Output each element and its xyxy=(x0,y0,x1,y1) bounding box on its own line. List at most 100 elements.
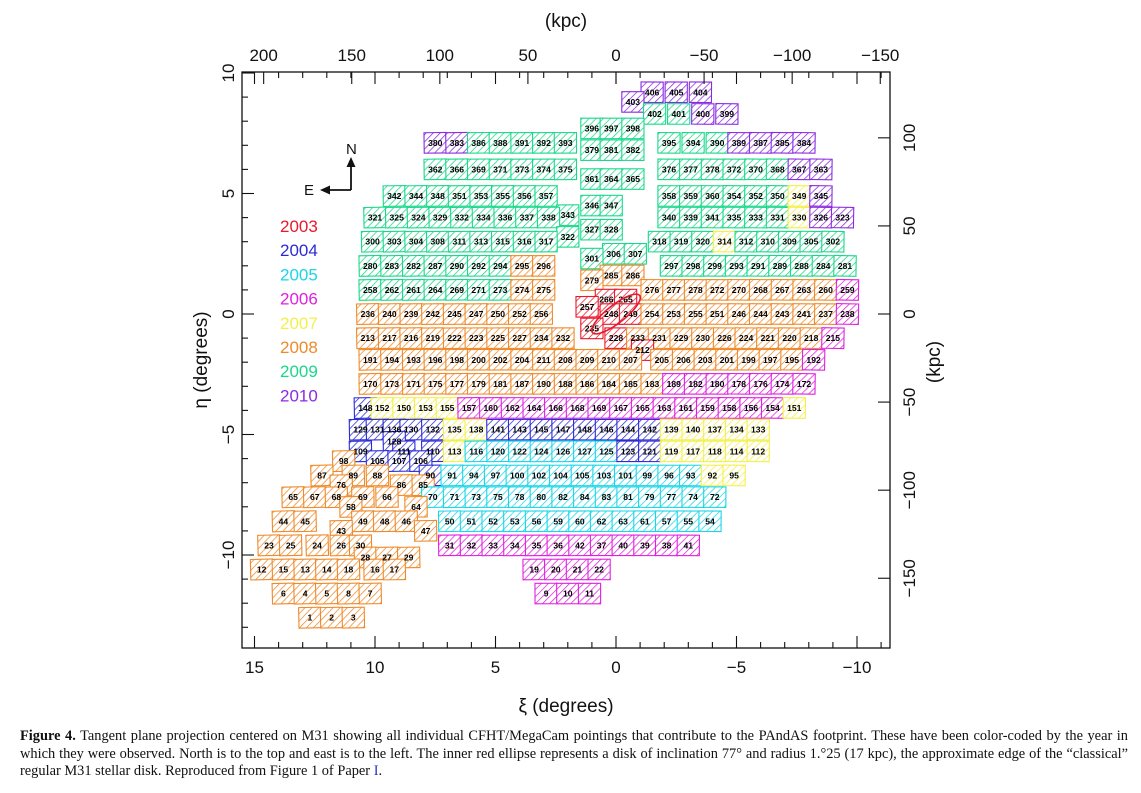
pointing-label-335: 335 xyxy=(727,213,742,223)
y-right-tick-label: −150 xyxy=(900,559,919,597)
pointing-tile-11 xyxy=(577,582,602,605)
pointing-label-11: 11 xyxy=(585,589,594,599)
pointing-label-17: 17 xyxy=(390,565,400,575)
pointing-label-223: 223 xyxy=(469,333,484,343)
pointing-label-67: 67 xyxy=(310,492,320,502)
pointing-label-386: 386 xyxy=(471,138,486,148)
pointing-label-99: 99 xyxy=(643,471,653,481)
m31-disk-ellipse xyxy=(590,293,642,335)
pointing-label-237: 237 xyxy=(819,309,834,319)
pointing-label-212: 212 xyxy=(635,345,650,355)
pointing-label-16: 16 xyxy=(370,565,380,575)
pointing-label-109: 109 xyxy=(353,446,368,456)
pointing-label-265: 265 xyxy=(618,295,633,305)
pointing-label-220: 220 xyxy=(782,333,797,343)
pointing-label-229: 229 xyxy=(674,333,689,343)
pointing-label-367: 367 xyxy=(792,164,807,174)
pointing-label-40: 40 xyxy=(618,540,628,550)
pointing-label-283: 283 xyxy=(385,261,400,271)
y-right-tick-label: −100 xyxy=(900,471,919,509)
compass-north-label: N xyxy=(346,141,357,158)
pointing-tile-363 xyxy=(809,158,833,181)
pointing-label-246: 246 xyxy=(732,309,747,319)
pointing-label-259: 259 xyxy=(840,285,855,295)
pointing-label-178: 178 xyxy=(732,379,747,389)
pointing-label-384: 384 xyxy=(797,138,812,148)
y-right-tick-label: 50 xyxy=(900,216,919,235)
pointing-label-57: 57 xyxy=(662,516,672,526)
figure-caption: Figure 4. Tangent plane projection cente… xyxy=(20,728,1128,781)
pointing-tile-338 xyxy=(536,206,561,229)
pointing-label-263: 263 xyxy=(797,285,812,295)
pointing-tile-112 xyxy=(746,440,770,463)
pointing-tile-345 xyxy=(809,184,833,207)
pointing-label-278: 278 xyxy=(688,285,703,295)
pointing-label-222: 222 xyxy=(447,333,462,343)
pointing-label-309: 309 xyxy=(782,237,797,247)
caption-label: Figure 4. xyxy=(20,728,76,744)
pointing-label-180: 180 xyxy=(710,379,725,389)
pointing-label-14: 14 xyxy=(322,565,332,575)
pointing-label-310: 310 xyxy=(761,237,776,247)
pointing-label-366: 366 xyxy=(450,164,465,174)
pointing-label-209: 209 xyxy=(580,355,595,365)
pointing-label-393: 393 xyxy=(558,138,573,148)
pointing-label-63: 63 xyxy=(618,516,628,526)
pointing-tile-328 xyxy=(599,218,623,241)
pointing-label-70: 70 xyxy=(428,492,438,502)
pointing-label-4: 4 xyxy=(303,589,308,599)
pointing-label-132: 132 xyxy=(426,425,441,435)
pointing-label-370: 370 xyxy=(749,164,764,174)
pointing-label-45: 45 xyxy=(300,516,310,526)
pointing-label-166: 166 xyxy=(549,403,564,413)
pointing-label-72: 72 xyxy=(710,492,720,502)
pointing-label-156: 156 xyxy=(744,403,759,413)
pointing-label-288: 288 xyxy=(794,261,809,271)
x-top-axis-label: (kpc) xyxy=(545,11,587,32)
pointing-label-355: 355 xyxy=(496,191,511,201)
pointing-label-230: 230 xyxy=(696,333,711,343)
pointing-tile-41 xyxy=(676,534,701,557)
pointing-label-90: 90 xyxy=(426,471,436,481)
pointing-label-207: 207 xyxy=(623,355,638,365)
pointing-label-47: 47 xyxy=(421,526,431,536)
pointing-label-23: 23 xyxy=(264,540,274,550)
pointing-label-131: 131 xyxy=(370,425,385,435)
pointing-label-316: 316 xyxy=(517,237,532,247)
legend-year-2005: 2005 xyxy=(280,265,318,284)
pointing-label-69: 69 xyxy=(358,492,368,502)
pointing-label-2: 2 xyxy=(329,613,334,623)
pointing-tile-403 xyxy=(621,91,645,113)
pointing-label-60: 60 xyxy=(575,516,585,526)
pointing-label-24: 24 xyxy=(312,540,322,550)
pointing-label-399: 399 xyxy=(720,109,735,119)
pointing-label-105: 105 xyxy=(575,471,590,481)
pointing-label-91: 91 xyxy=(447,471,457,481)
pointing-tile-347 xyxy=(599,194,623,217)
pointing-label-118: 118 xyxy=(708,446,722,456)
pointing-tile-307 xyxy=(623,242,647,265)
pointing-label-239: 239 xyxy=(404,309,419,319)
pointing-label-377: 377 xyxy=(684,164,699,174)
pointing-label-182: 182 xyxy=(688,379,703,389)
pointing-label-275: 275 xyxy=(537,285,552,295)
pointing-label-382: 382 xyxy=(626,145,641,155)
pointing-tile-404 xyxy=(688,81,713,104)
y-right-axis-label: (kpc) xyxy=(924,341,945,383)
legend-year-2009: 2009 xyxy=(280,362,318,381)
pointing-label-380: 380 xyxy=(428,138,443,148)
pointing-label-307: 307 xyxy=(628,249,643,259)
pointing-label-172: 172 xyxy=(797,379,812,389)
x-bottom-tick-label: 5 xyxy=(491,658,500,677)
pointing-label-303: 303 xyxy=(387,237,402,247)
pointing-label-8: 8 xyxy=(346,589,351,599)
pointing-label-49: 49 xyxy=(358,516,368,526)
paper-reference-link[interactable]: I xyxy=(373,763,379,780)
pointing-label-299: 299 xyxy=(708,261,723,271)
pointing-label-291: 291 xyxy=(751,261,766,271)
pointing-label-185: 185 xyxy=(623,379,638,389)
pointing-label-142: 142 xyxy=(643,425,658,435)
pointing-tile-24 xyxy=(305,534,330,557)
pointing-label-201: 201 xyxy=(720,355,735,365)
pointing-label-96: 96 xyxy=(664,471,674,481)
